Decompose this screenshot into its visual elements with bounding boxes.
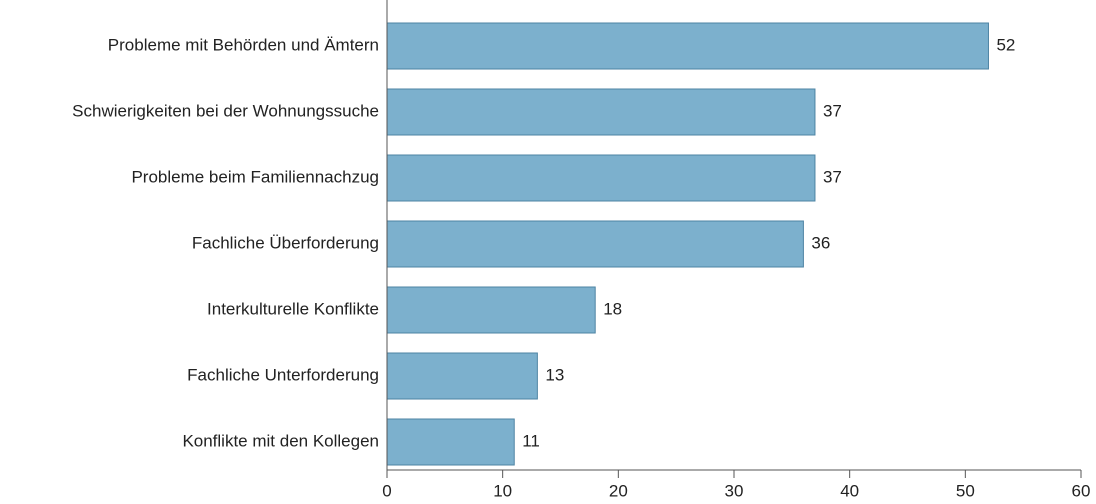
x-tick-label: 20 — [609, 481, 628, 500]
y-tick-label: Interkulturelle Konflikte — [207, 299, 379, 318]
data-label: 18 — [603, 299, 622, 318]
bar — [386, 286, 596, 334]
bar — [386, 154, 816, 202]
x-tick-label: 10 — [493, 481, 512, 500]
y-tick-label: Konflikte mit den Kollegen — [182, 431, 379, 450]
y-tick-label: Fachliche Unterforderung — [187, 365, 379, 384]
y-tick-label: Schwierigkeiten bei der Wohnungssuche — [72, 101, 379, 120]
bar — [386, 418, 515, 466]
bar — [386, 22, 989, 70]
data-label: 52 — [996, 35, 1015, 54]
bar — [386, 220, 804, 268]
x-tick-label: 40 — [840, 481, 859, 500]
x-tick-label: 60 — [1072, 481, 1091, 500]
data-label: 36 — [811, 233, 830, 252]
y-tick-label: Fachliche Überforderung — [192, 233, 379, 252]
x-tick-label: 0 — [382, 481, 391, 500]
x-tick-label: 30 — [725, 481, 744, 500]
data-label: 13 — [545, 365, 564, 384]
y-tick-label: Probleme mit Behörden und Ämtern — [108, 35, 379, 54]
y-tick-label: Probleme beim Familiennachzug — [131, 167, 379, 186]
bar — [386, 88, 816, 136]
data-label: 37 — [823, 101, 842, 120]
bar — [386, 352, 538, 400]
data-label: 11 — [522, 431, 540, 450]
data-label: 37 — [823, 167, 842, 186]
x-tick-label: 50 — [956, 481, 975, 500]
